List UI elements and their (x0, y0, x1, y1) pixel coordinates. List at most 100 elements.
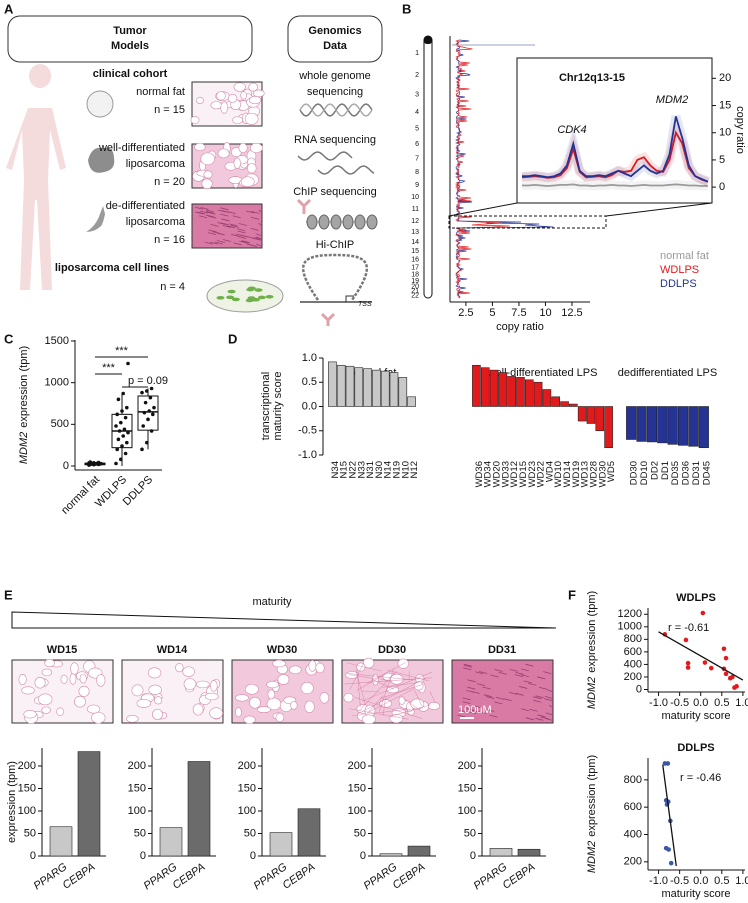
bar (489, 369, 499, 407)
adipocyte (56, 707, 65, 716)
gene-annotation: CDK4 (557, 124, 586, 136)
x-tick-label: DD10 (639, 461, 650, 485)
tissue-streak (206, 211, 215, 214)
tissue-streak (528, 682, 537, 686)
tissue-streak (378, 668, 395, 712)
y-tick-label: 1200 (618, 608, 642, 620)
tissue-streak (459, 709, 468, 713)
tissue-streak (255, 233, 262, 236)
tissue-streak (464, 664, 473, 668)
tissue-streak (523, 680, 532, 684)
petri-dish (206, 279, 284, 313)
adipocyte (148, 684, 162, 695)
bar (569, 403, 578, 407)
y-axis-label-gene: MDM2 (18, 432, 30, 464)
adipocyte (183, 678, 197, 690)
data-point (125, 405, 129, 410)
box (137, 395, 159, 431)
panel-label: A (4, 1, 14, 16)
x-tick-label: 5 (489, 307, 495, 319)
adipocyte (131, 684, 144, 697)
x-tick-label: DD36 (681, 461, 692, 485)
correlation-label: r = -0.61 (668, 622, 709, 634)
assay-name: Hi-ChIP (316, 239, 355, 251)
tissue-streak (256, 243, 262, 247)
x-tick-label: N12 (409, 461, 420, 478)
tissue-streak (382, 697, 386, 716)
significance-label: *** (115, 345, 129, 357)
bar (77, 751, 101, 857)
x-tick-label: 10 (539, 307, 551, 319)
adipocyte (308, 660, 317, 672)
adipocyte (152, 708, 163, 720)
tissue-streak (494, 669, 503, 672)
sample-name: WD15 (47, 644, 78, 656)
chromosome-label: 22 (411, 293, 419, 300)
data-point (119, 457, 123, 462)
y2-tick-label: 0 (719, 181, 725, 193)
tissue-streak (540, 716, 549, 720)
adipocyte (227, 93, 238, 103)
y-tick-label: 200 (348, 760, 366, 772)
maturity-wedge (11, 611, 557, 629)
tissue-streak (237, 228, 246, 232)
adipocyte (240, 176, 255, 188)
y-tick-label: 1.0 (302, 352, 317, 364)
scale-bar-label: 100uM (458, 704, 492, 716)
y-tick-label: 200 (624, 856, 642, 868)
x-tick-label: WD36 (474, 461, 485, 487)
chromosome-label: 2 (415, 72, 419, 79)
adipocyte (147, 667, 162, 679)
x-tick-label: WD23 (527, 461, 538, 487)
adipocyte (79, 673, 87, 684)
tissue-streak (476, 683, 486, 687)
fit-line (662, 764, 677, 866)
tissue-streak (200, 210, 209, 214)
tissue-streak (549, 704, 553, 708)
x-tick-label: WD20 (492, 461, 503, 487)
y-tick-label: -1.0 (298, 449, 317, 461)
tissue-streak (226, 225, 235, 229)
adipocyte (272, 659, 286, 668)
data-point (114, 424, 118, 428)
header-text: Data (323, 40, 348, 52)
group-n: n = 15 (154, 104, 185, 116)
y-axis-label-unit: expression (tpm) (586, 591, 598, 673)
tissue-streak (358, 678, 426, 714)
cell-culture (227, 289, 236, 294)
tissue-streak (474, 705, 483, 709)
data-point (151, 412, 155, 417)
tissue-streak (532, 696, 542, 700)
panel-label: B (402, 1, 411, 16)
y-axis-label: MDM2 expression (tpm) (586, 755, 598, 873)
adipocyte (18, 674, 27, 686)
adipocyte (235, 707, 242, 718)
chromosome-label: 12 (411, 218, 419, 225)
ideogram (423, 35, 433, 299)
cell-culture (254, 288, 263, 292)
tissue-streak (475, 671, 484, 675)
x-tick-label: WD14 (562, 461, 573, 487)
bar (646, 406, 658, 443)
y-tick-label: 50 (244, 827, 256, 839)
tissue-streak (464, 706, 473, 710)
adipocyte (23, 710, 37, 719)
adipocyte (190, 116, 200, 124)
tissue-streak (545, 712, 553, 716)
cell-icon (86, 206, 105, 232)
tissue-streak (514, 674, 523, 678)
adipocyte (74, 695, 86, 708)
antibody-icon (296, 198, 312, 214)
bar (398, 377, 408, 407)
data-point (148, 395, 153, 400)
y-tick-label: 0 (360, 850, 366, 862)
y-tick-label: 150 (458, 782, 476, 794)
data-point (120, 409, 124, 413)
tissue-streak (349, 663, 365, 690)
y-tick-label: 50 (464, 827, 476, 839)
y-tick-label: 100 (458, 805, 476, 817)
y-axis-label: transcriptional (260, 372, 272, 440)
tissue-streak (503, 698, 512, 702)
inset-line (522, 116, 709, 183)
